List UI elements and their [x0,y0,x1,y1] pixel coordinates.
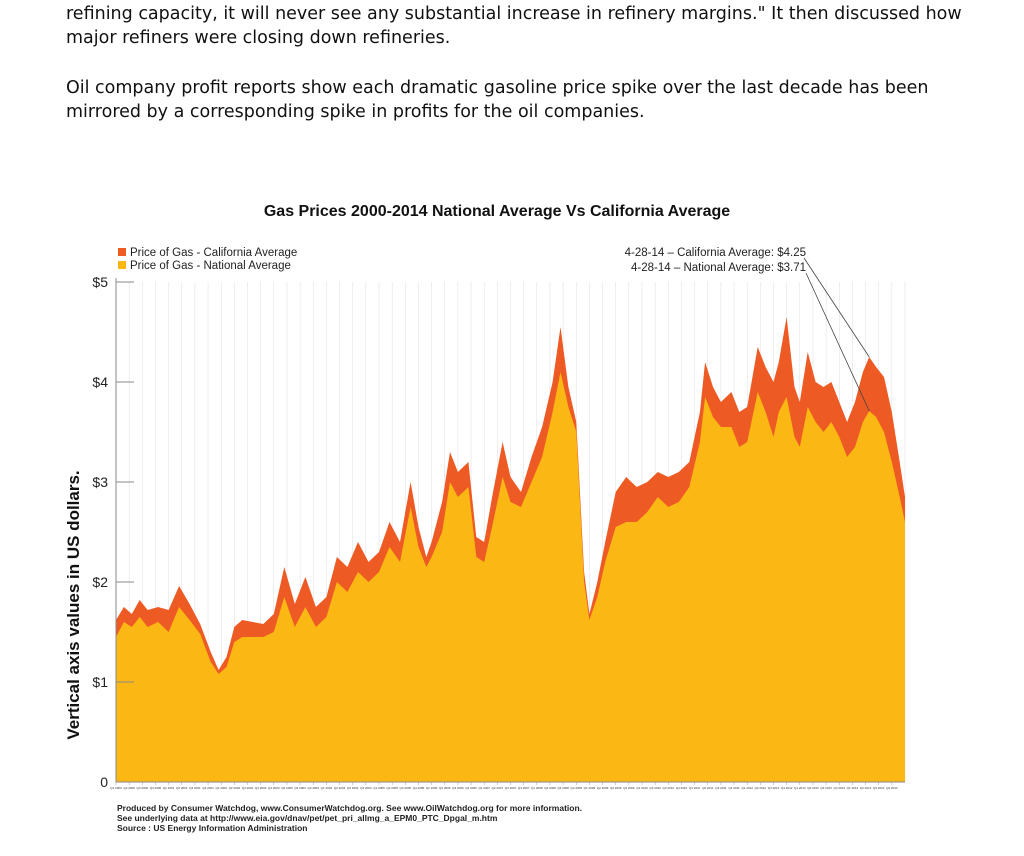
x-tick-label: Q2 2006 [439,786,451,790]
x-tick-label: Q1 2009 [584,786,596,790]
x-tick-label: Q1 2012 [741,786,753,790]
legend-label-national: Price of Gas - National Average [130,260,291,272]
x-tick-label: Q3 2011 [715,786,727,790]
x-tick-label: Q3 2004 [347,786,359,790]
x-tick-label: Q2 2012 [755,786,767,790]
gas-price-chart: Gas Prices 2000-2014 National Average Vs… [64,203,906,833]
x-tick-label: Q4 2004 [360,786,372,790]
x-tick-label: Q1 2001 [163,786,175,790]
paragraph-2-line-2: mirrored by a corresponding spike in pro… [66,102,645,122]
x-tick-label: Q4 2001 [202,786,214,790]
credit-line-3: Source : US Energy Information Administr… [117,823,307,833]
x-tick-label: Q1 2013 [794,786,806,790]
x-tick-label: Q4 2006 [465,786,477,790]
x-tick-label: Q3 2010 [663,786,675,790]
x-tick-label: Q1 2011 [689,786,701,790]
x-tick-label: Q1 2008 [531,786,543,790]
paragraph-1-line-1: refining capacity, it will never see any… [66,4,962,24]
x-tick-label: Q1 2005 [373,786,385,790]
x-tick-label: Q4 2007 [518,786,530,790]
x-tick-label: Q4 2008 [570,786,582,790]
x-tick-label: Q3 2012 [768,786,780,790]
x-tick-label: Q2 2004 [334,786,346,790]
x-tick-label: Q3 2008 [557,786,569,790]
x-tick-label: Q2 2013 [807,786,819,790]
x-tick-label: Q2 2009 [597,786,609,790]
x-tick-label: Q4 2003 [307,786,319,790]
x-tick-label: Q4 2002 [255,786,267,790]
x-tick-label: Q1 2004 [321,786,333,790]
paragraph-1: refining capacity, it will never see any… [66,2,966,50]
x-tick-label: Q2 2007 [492,786,504,790]
x-tick-label: Q2 2008 [544,786,556,790]
x-tick-label: Q3 2013 [820,786,832,790]
x-tick-label: Q1 2010 [636,786,648,790]
axis-layer: 0$1$2$3$4$5Q1 2000 Q2 2000 Q3 2000 Q4 2000 Q… [92,274,905,790]
legend-label-california: Price of Gas - California Average [130,247,297,259]
x-tick-label: Q1 2000 [110,786,122,790]
x-tick-label: Q3 2000 [137,786,149,790]
x-tick-label: Q1 2014 [847,786,859,790]
x-tick-label: Q4 2014 [886,786,898,790]
x-tick-label: Q3 2009 [610,786,622,790]
legend-swatch-california [118,248,126,256]
x-tick-label: Q4 2009 [623,786,635,790]
x-tick-label: Q4 2013 [833,786,845,790]
x-tick-label: Q1 2003 [268,786,280,790]
x-tick-label: Q2 2000 [123,786,135,790]
credit-line-2: See underlying data at http://www.eia.go… [117,813,498,823]
credit-line-1: Produced by Consumer Watchdog, www.Consu… [117,803,582,813]
annotation-national: 4-28-14 – National Average: $3.71 [631,262,806,274]
national-area [116,372,905,782]
x-tick-label: Q2 2010 [649,786,661,790]
x-tick-label: Q3 2006 [452,786,464,790]
area-layer [116,317,905,782]
annotation-california: 4-28-14 – California Average: $4.25 [625,247,806,259]
x-tick-label: Q4 2005 [413,786,425,790]
x-tick-label: Q4 2000 [150,786,162,790]
x-tick-label: Q4 2011 [728,786,740,790]
annotation-pointer-california [803,257,870,358]
x-tick-label: Q3 2007 [505,786,517,790]
x-tick-label: Q2 2003 [281,786,293,790]
y-tick-label: $3 [92,474,108,490]
chart-title: Gas Prices 2000-2014 National Average Vs… [264,203,730,220]
x-tick-label: Q2 2011 [702,786,714,790]
annotations: 4-28-14 – California Average: $4.25 4-28… [625,247,870,412]
paragraph-1-line-2: major refiners were closing down refiner… [66,28,451,48]
y-tick-label: $4 [92,374,108,390]
x-tick-label: Q3 2001 [189,786,201,790]
x-tick-label: Q2 2005 [386,786,398,790]
y-tick-label: 0 [100,774,108,790]
annotation-pointer-national [805,272,870,412]
y-tick-label: $1 [92,674,108,690]
x-tick-label: Q2 2001 [176,786,188,790]
paragraph-2: Oil company profit reports show each dra… [66,76,966,124]
x-tick-label: Q1 2002 [215,786,227,790]
y-axis-label: Vertical axis values in US dollars. [64,470,83,739]
legend: Price of Gas - California Average Price … [118,247,297,272]
x-tick-label: Q3 2014 [873,786,885,790]
credits: Produced by Consumer Watchdog, www.Consu… [117,803,582,833]
x-tick-label: Q2 2014 [860,786,872,790]
x-tick-label: Q1 2006 [426,786,438,790]
paragraph-2-line-1: Oil company profit reports show each dra… [66,78,929,98]
x-tick-label: Q3 2002 [242,786,254,790]
x-tick-label: Q3 2005 [400,786,412,790]
x-tick-label: Q1 2007 [478,786,490,790]
x-tick-label: Q2 2002 [229,786,241,790]
x-tick-label: Q4 2010 [676,786,688,790]
y-tick-label: $2 [92,574,108,590]
legend-swatch-national [118,261,126,269]
x-tick-label: Q4 2012 [781,786,793,790]
y-tick-label: $5 [92,274,108,290]
x-tick-label: Q3 2003 [294,786,306,790]
